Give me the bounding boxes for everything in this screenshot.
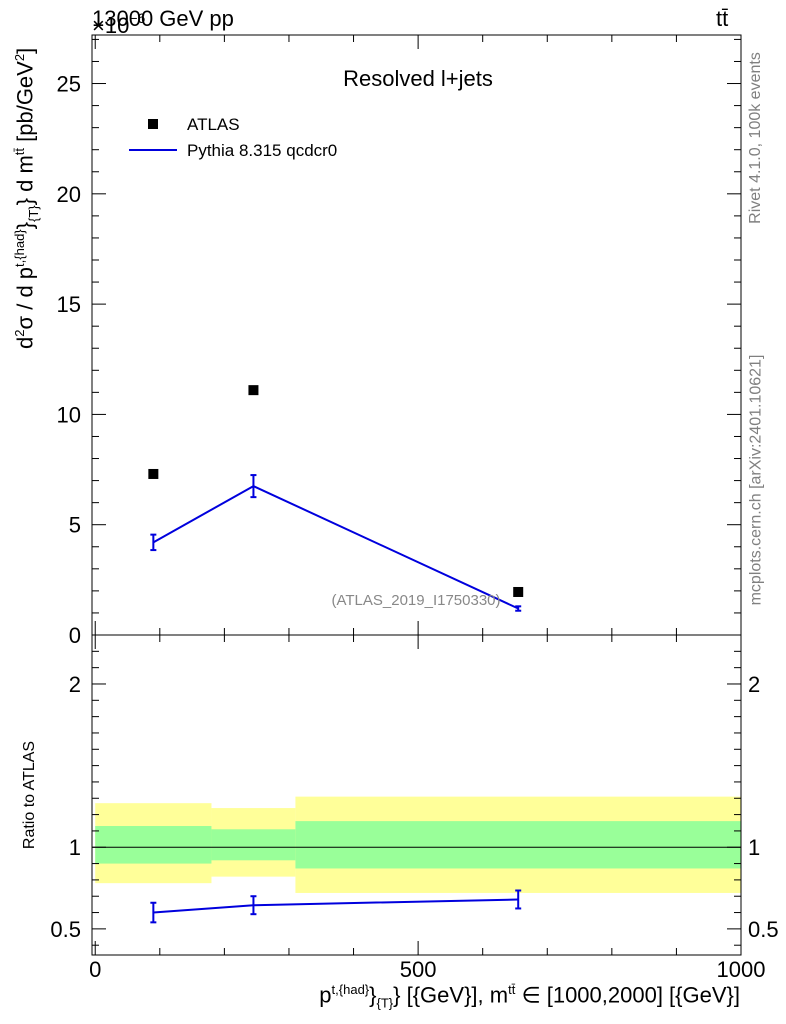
x-tick-label: 500 — [400, 957, 437, 982]
y-tick-label-ratio: 0.5 — [50, 917, 81, 942]
y-tick-label-ratio-right: 1 — [748, 835, 760, 860]
uncertainty-band-green — [211, 829, 296, 861]
atlas-data-point — [148, 468, 159, 479]
atlas-data-point — [513, 586, 524, 597]
y-tick-label-main: 20 — [57, 182, 81, 207]
collision-energy-label: 13000 GeV pp — [92, 6, 234, 31]
y-tick-label-ratio-right: 2 — [748, 672, 760, 697]
data-series — [148, 385, 524, 924]
y-axis-title-main: d2σ / d pt,{had}}{T}} d mtt̄ [pb/GeV2] — [11, 47, 41, 349]
x-axis-title: pt,{had}}{T}} [{GeV}], mtt̄ ∈ [1000,2000… — [319, 982, 740, 1011]
y-tick-label-main: 25 — [57, 72, 81, 97]
ratio-bands — [95, 796, 741, 893]
y-tick-label-ratio-right: 0.5 — [748, 917, 779, 942]
y-tick-label-main: 0 — [69, 623, 81, 648]
atlas-data-point — [248, 385, 259, 396]
source-label: mcplots.cern.ch [arXiv:2401.10621] — [746, 354, 764, 606]
x-tick-label: 0 — [89, 957, 101, 982]
legend-label-atlas: ATLAS — [187, 115, 240, 134]
axes — [91, 34, 742, 956]
y-multiplier-exponent: −6 — [129, 10, 145, 26]
legend-marker-atlas — [148, 119, 158, 129]
y-tick-label-main: 5 — [69, 513, 81, 538]
rivet-version-label: Rivet 4.1.0, 100k events — [746, 52, 764, 224]
x-tick-label: 1000 — [717, 957, 766, 982]
y-tick-label-ratio: 2 — [69, 672, 81, 697]
ratio-plot-frame — [91, 634, 742, 956]
y-tick-label-ratio: 1 — [69, 835, 81, 860]
legend-label-pythia: Pythia 8.315 qcdcr0 — [187, 141, 337, 160]
y-tick-label-main: 10 — [57, 402, 81, 427]
uncertainty-band-green — [295, 821, 741, 869]
y-tick-label-main: 15 — [57, 292, 81, 317]
process-label: tt̄ — [716, 6, 729, 31]
plot-title: Resolved l+jets — [343, 66, 493, 91]
analysis-id-label: (ATLAS_2019_I1750330) — [331, 592, 500, 609]
pythia-line — [152, 484, 519, 610]
y-axis-title-ratio: Ratio to ATLAS — [21, 740, 39, 850]
uncertainty-band-green — [95, 826, 212, 864]
ratio-pythia-line — [153, 898, 519, 914]
